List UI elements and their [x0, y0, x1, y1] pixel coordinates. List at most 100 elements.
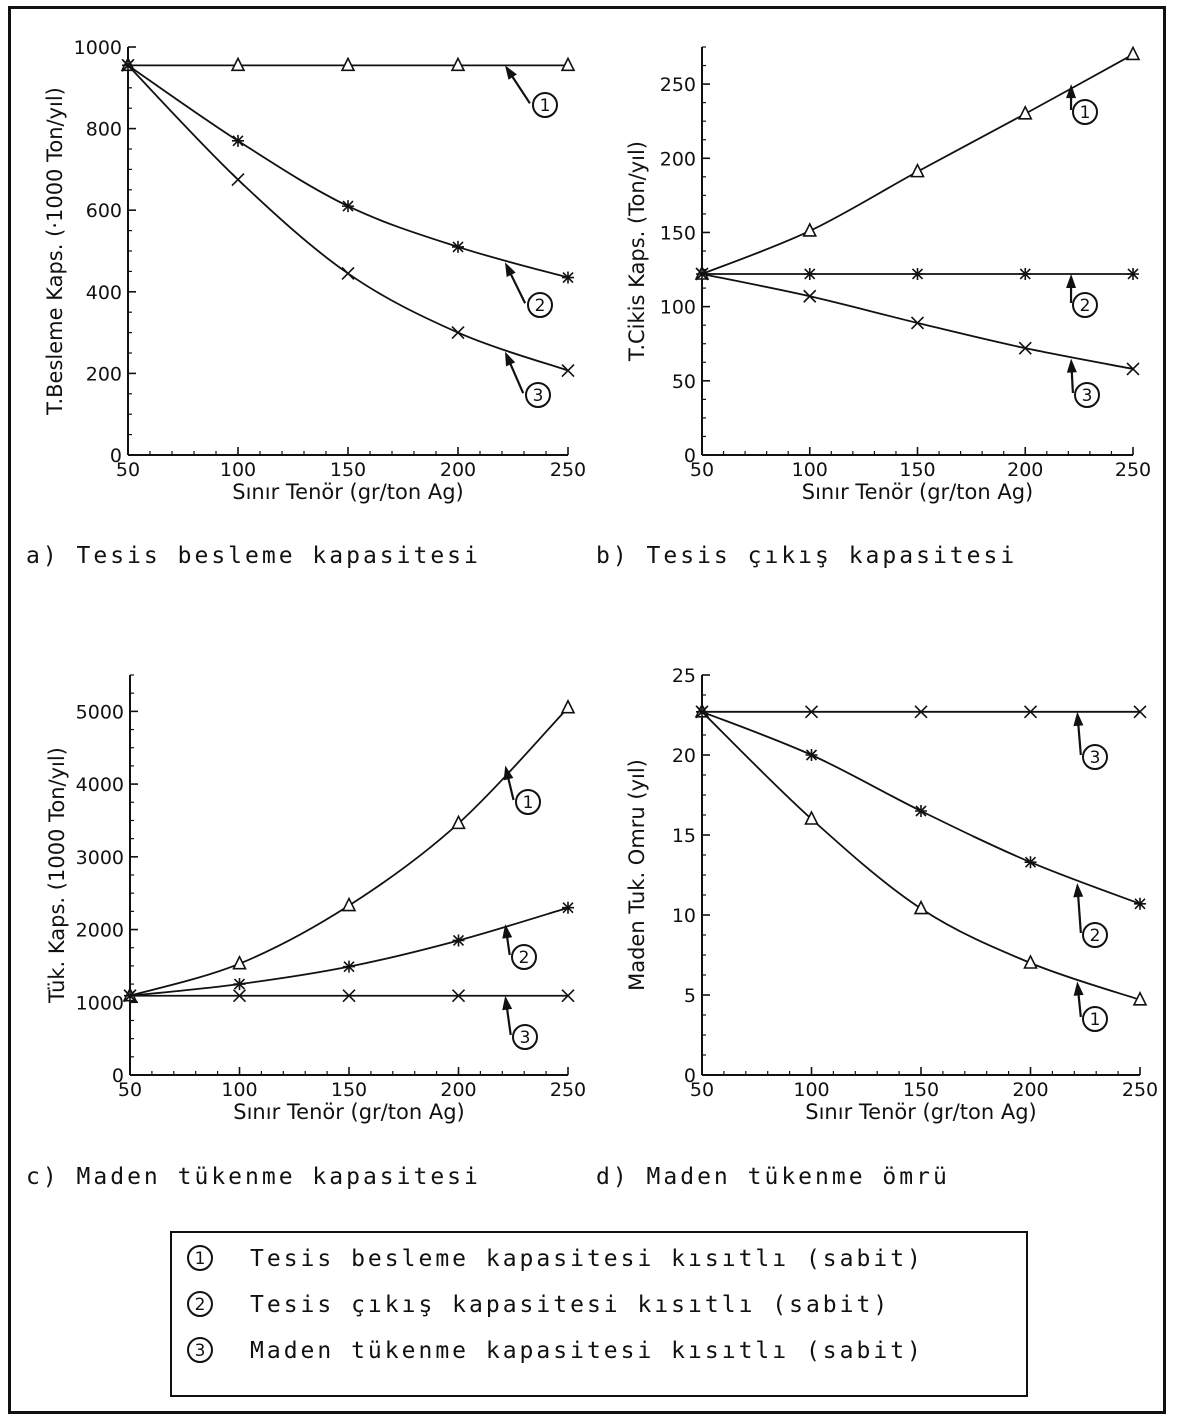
- legend-text-1: Tesis besleme kapasitesi kısıtlı (sabit): [250, 1246, 924, 1272]
- legend-text-2: Tesis çıkış kapasitesi kısıtlı (sabit): [250, 1292, 890, 1318]
- x-tick-label: 150: [903, 1079, 939, 1101]
- legend-item-1: 1 Tesis besleme kapasitesi kısıtlı (sabi…: [187, 1245, 924, 1272]
- y-axis-label: Tük. Kaps. (1000 Ton/yıl): [45, 747, 69, 1004]
- callout-circle: [1082, 1006, 1108, 1032]
- series-2-point: [452, 934, 465, 947]
- series-1-point: [802, 222, 818, 237]
- x-tick-label: 200: [1007, 459, 1043, 481]
- callout-arrow-shaft: [1076, 721, 1082, 756]
- panel-c: 50 100 150 200 250 0 1000 2000 3000 4000 5000 Sınır…: [26, 674, 586, 1190]
- series-2-line: [129, 906, 569, 997]
- callout-number: 1: [1080, 103, 1091, 123]
- panel-caption: c) Maden tükenme kapasitesi: [26, 1164, 481, 1190]
- y-tick-label: 2000: [76, 920, 124, 942]
- y-tick-label: 200: [660, 148, 696, 170]
- callout-circle: [515, 789, 541, 815]
- callout-number: 3: [520, 1028, 531, 1048]
- x-axis-label: Sınır Tenör (gr/ton Ag): [233, 1100, 464, 1124]
- y-tick-label: 4000: [76, 774, 124, 796]
- y-tick-label: 25: [672, 665, 696, 687]
- x-axis-label: Sınır Tenör (gr/ton Ag): [802, 480, 1033, 504]
- series-3-point: [451, 326, 465, 340]
- y-axis-label: T.Besleme Kaps. (·1000 Ton/yıl): [43, 87, 67, 416]
- x-tick-label: 50: [690, 459, 714, 481]
- x-tick-label: 250: [1115, 459, 1151, 481]
- series-1-point: [1023, 954, 1038, 969]
- x-tick-label: 200: [440, 1079, 476, 1101]
- legend-number-2-circle: [187, 1291, 213, 1317]
- legend-number-1-circle: [187, 1245, 213, 1271]
- series-1-point: [804, 810, 819, 825]
- series-3-point: [121, 58, 135, 72]
- series-1-point: [1125, 45, 1141, 61]
- y-tick-label: 3000: [76, 847, 124, 869]
- x-tick-label: 100: [221, 1079, 257, 1101]
- callout-arrow-shaft: [506, 775, 515, 801]
- callout-circle: [512, 1024, 538, 1050]
- panel-caption: b) Tesis çıkış kapasitesi: [596, 543, 1017, 569]
- y-tick-label: 1000: [76, 992, 124, 1014]
- series-3-point: [803, 289, 817, 303]
- y-tick-label: 250: [660, 74, 696, 96]
- series-3-point: [910, 316, 925, 330]
- callout-arrow-shaft: [1070, 368, 1074, 394]
- callout-arrow-head: [1073, 981, 1084, 996]
- series-3-point: [1018, 341, 1032, 355]
- legend-item-3: 3 Maden tükenme kapasitesi kısıtlı (sabi…: [187, 1337, 921, 1364]
- callout-circle: [1074, 382, 1100, 408]
- x-tick-label: 100: [793, 1079, 829, 1101]
- series-3-line: [127, 64, 569, 372]
- callout-arrow-head: [505, 351, 516, 367]
- callout-number: 1: [540, 96, 551, 116]
- series-1-point: [341, 896, 357, 912]
- series-3-point: [232, 989, 247, 1003]
- x-tick-label: 50: [118, 1079, 142, 1101]
- legend-box: [170, 1231, 1028, 1397]
- series-1-point: [451, 814, 466, 830]
- callout-arrow-head: [1073, 711, 1084, 727]
- y-tick-label: 50: [672, 371, 696, 393]
- y-tick-label: 0: [110, 445, 122, 467]
- callout-arrow-shaft: [508, 270, 527, 304]
- y-tick-label: 0: [684, 445, 696, 467]
- callout-arrow-head: [503, 765, 514, 781]
- legend-number-1: 1: [195, 1249, 206, 1269]
- series-2-point: [343, 960, 355, 973]
- x-tick-label: 200: [1012, 1079, 1048, 1101]
- series-1-point: [450, 56, 466, 72]
- series-2-point: [1127, 267, 1139, 280]
- series-2-point: [1134, 897, 1146, 910]
- callout-arrow-head: [505, 262, 516, 277]
- series-3-point: [804, 705, 819, 719]
- y-tick-label: 20: [672, 745, 696, 767]
- callout-circle: [1072, 99, 1098, 125]
- y-tick-label: 150: [660, 222, 696, 244]
- callout-number: 3: [1090, 748, 1101, 768]
- x-tick-label: 250: [550, 1079, 586, 1101]
- x-tick-label: 200: [440, 459, 476, 481]
- series-1-line: [129, 707, 569, 997]
- x-tick-label: 250: [1122, 1079, 1158, 1101]
- legend-number-3: 3: [195, 1341, 206, 1361]
- x-axis-label: Sınır Tenör (gr/ton Ag): [805, 1100, 1036, 1124]
- series-3-point: [561, 363, 575, 378]
- callout-circle: [525, 382, 551, 408]
- series-2-point: [562, 901, 574, 914]
- figure-frame: [8, 6, 1166, 1414]
- callout-number: 2: [1090, 926, 1101, 946]
- x-tick-label: 50: [116, 459, 140, 481]
- series-2-point: [1019, 267, 1032, 280]
- callout-circle: [532, 92, 558, 118]
- callout-number: 1: [1090, 1010, 1101, 1030]
- x-tick-label: 100: [220, 459, 256, 481]
- y-tick-label: 1000: [74, 37, 122, 59]
- callout-arrow-shaft: [509, 73, 531, 104]
- x-tick-label: 250: [550, 459, 586, 481]
- callout-arrow-head: [1066, 358, 1077, 373]
- callout-arrow-shaft: [1077, 991, 1082, 1018]
- y-tick-label: 600: [86, 200, 122, 222]
- series-3-point: [451, 989, 466, 1003]
- series-1-point: [560, 56, 576, 72]
